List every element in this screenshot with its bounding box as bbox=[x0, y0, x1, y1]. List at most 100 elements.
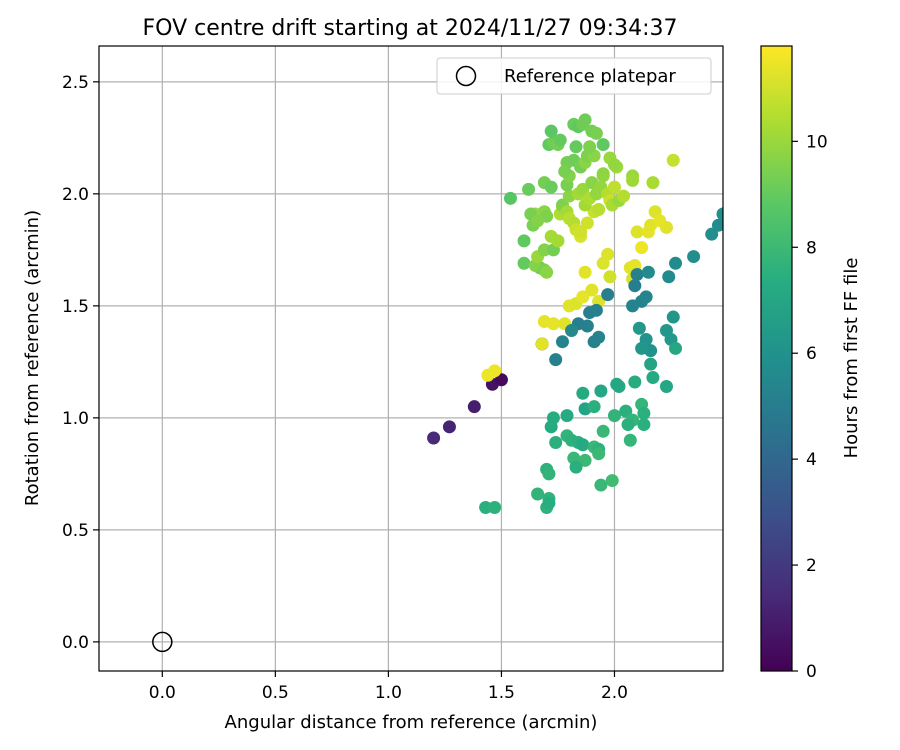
data-point bbox=[467, 400, 481, 414]
data-point bbox=[578, 453, 592, 467]
data-point bbox=[646, 176, 660, 190]
colorbar-tick-label: 8 bbox=[806, 238, 817, 258]
colorbar-ticks: 0 2 4 6 8 10 bbox=[792, 132, 828, 682]
colorbar-tick-label: 2 bbox=[806, 556, 817, 576]
data-point bbox=[605, 474, 619, 488]
y-axis-ticks: 0.0 0.5 1.0 1.5 2.0 2.5 bbox=[62, 73, 99, 653]
colorbar-tick-label: 10 bbox=[806, 132, 828, 152]
y-axis-label: Rotation from reference (arcmin) bbox=[22, 210, 43, 506]
data-point bbox=[578, 265, 592, 279]
data-point bbox=[537, 243, 551, 257]
x-tick-label: 0.0 bbox=[149, 683, 176, 703]
data-point bbox=[639, 290, 653, 304]
colorbar-tick-label: 0 bbox=[806, 662, 817, 682]
data-points bbox=[152, 113, 723, 653]
chart-title: FOV centre drift starting at 2024/11/27 … bbox=[143, 16, 678, 41]
data-point bbox=[587, 335, 601, 349]
data-point bbox=[617, 189, 631, 203]
y-tick-label: 2.5 bbox=[62, 73, 89, 93]
data-point bbox=[479, 500, 493, 514]
data-point bbox=[592, 203, 606, 217]
data-point bbox=[540, 265, 554, 279]
colorbar: 0 2 4 6 8 10 Hours from first FF file bbox=[760, 45, 862, 682]
data-point bbox=[594, 384, 608, 398]
data-point bbox=[669, 341, 683, 355]
data-point bbox=[621, 418, 635, 432]
data-point bbox=[517, 234, 531, 248]
data-point bbox=[546, 317, 560, 331]
data-point bbox=[531, 214, 545, 228]
y-tick-label: 0.5 bbox=[62, 521, 89, 541]
data-point bbox=[576, 182, 590, 196]
data-point bbox=[535, 337, 549, 351]
x-axis-label: Angular distance from reference (arcmin) bbox=[225, 712, 598, 733]
data-point bbox=[589, 126, 603, 140]
data-point bbox=[542, 467, 556, 481]
data-point bbox=[626, 173, 640, 187]
data-point bbox=[623, 433, 637, 447]
data-point bbox=[576, 438, 590, 452]
data-point bbox=[666, 153, 680, 167]
data-point bbox=[632, 321, 646, 335]
data-point bbox=[601, 288, 615, 302]
x-tick-label: 1.5 bbox=[488, 683, 515, 703]
grid bbox=[99, 46, 723, 671]
data-point bbox=[641, 265, 655, 279]
data-point bbox=[578, 113, 592, 127]
data-point bbox=[503, 191, 517, 205]
data-point bbox=[705, 227, 719, 241]
data-point bbox=[659, 380, 673, 394]
data-point bbox=[687, 250, 701, 264]
data-point bbox=[716, 207, 723, 221]
data-point bbox=[666, 310, 680, 324]
data-point bbox=[542, 496, 556, 510]
data-point bbox=[610, 377, 624, 391]
x-axis-ticks: 0.0 0.5 1.0 1.5 2.0 bbox=[149, 671, 628, 703]
data-point bbox=[544, 180, 558, 194]
data-point bbox=[630, 267, 644, 281]
colorbar-tick-label: 6 bbox=[806, 344, 817, 364]
data-point bbox=[644, 357, 658, 371]
data-point bbox=[596, 424, 610, 438]
data-point bbox=[596, 167, 610, 181]
data-point bbox=[544, 420, 558, 434]
data-point bbox=[553, 133, 567, 147]
data-point bbox=[711, 218, 723, 232]
data-point bbox=[569, 460, 583, 474]
data-point bbox=[589, 303, 603, 317]
data-point bbox=[583, 140, 597, 154]
data-point bbox=[637, 406, 651, 420]
data-point bbox=[635, 341, 649, 355]
legend-label: Reference platepar bbox=[504, 66, 676, 87]
data-point bbox=[585, 283, 599, 297]
data-point bbox=[646, 371, 660, 385]
data-point bbox=[576, 386, 590, 400]
data-point bbox=[494, 373, 508, 387]
legend-box bbox=[436, 57, 712, 95]
data-point bbox=[626, 299, 640, 313]
reference-platepar-marker bbox=[152, 631, 173, 653]
colorbar-label: Hours from first FF file bbox=[841, 258, 862, 459]
data-point bbox=[603, 270, 617, 284]
data-point bbox=[565, 323, 579, 337]
data-point bbox=[531, 487, 545, 501]
y-tick-label: 1.5 bbox=[62, 297, 89, 317]
data-point bbox=[628, 279, 642, 293]
data-point bbox=[517, 256, 531, 270]
colorbar-tick-label: 4 bbox=[806, 450, 817, 470]
data-point bbox=[574, 225, 588, 239]
y-tick-label: 2.0 bbox=[62, 185, 89, 205]
data-point bbox=[637, 418, 651, 432]
data-point bbox=[607, 180, 621, 194]
data-point bbox=[580, 216, 594, 230]
plot-frame bbox=[98, 45, 724, 672]
data-point bbox=[488, 364, 502, 378]
data-point bbox=[669, 256, 683, 270]
data-point bbox=[607, 409, 621, 423]
legend-marker-circle bbox=[455, 65, 477, 87]
data-point bbox=[558, 164, 572, 178]
data-point bbox=[587, 400, 601, 414]
y-tick-label: 1.0 bbox=[62, 409, 89, 429]
data-point bbox=[442, 420, 456, 434]
